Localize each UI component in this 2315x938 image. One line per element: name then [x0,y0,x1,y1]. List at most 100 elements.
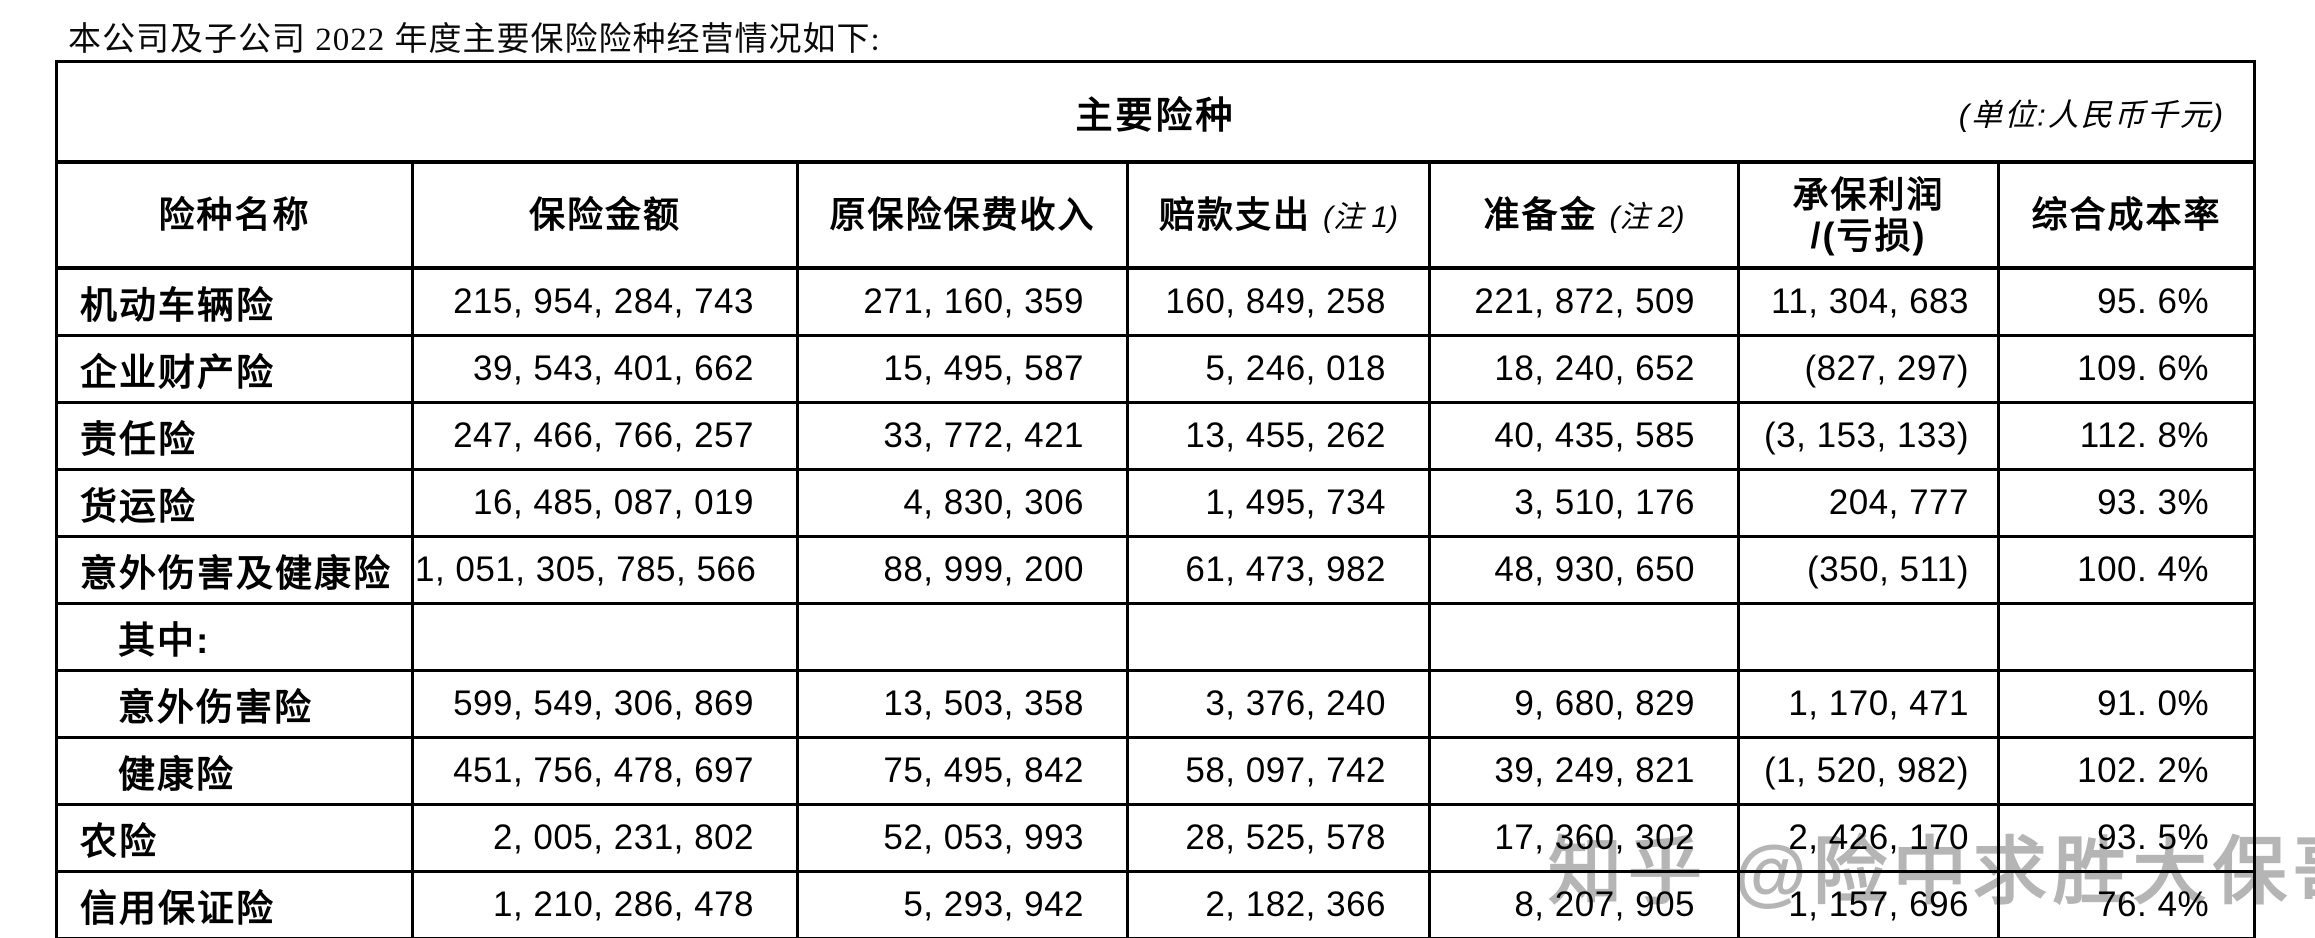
col-header-underwriting-profit: 承保利润 /(亏损) [1737,160,2000,270]
ratio-cell: 91. 0% [1996,668,2257,739]
sum-insured-cell: 247, 466, 766, 257 [411,400,799,471]
ratio-cell: 112. 8% [1996,400,2257,471]
reserves-cell: 221, 872, 509 [1428,266,1740,337]
claims-cell: 13, 455, 262 [1126,400,1431,471]
reserves-cell: 8, 207, 905 [1428,869,1740,938]
ratio-cell: 102. 2% [1996,735,2257,806]
table-row-of-which: 其中: [55,601,2257,672]
table-caption-row: 主要险种 (单位:人民币千元) [54,60,2257,164]
ratio-cell: 95. 6% [1996,266,2257,337]
premium-cell: 271, 160, 359 [796,266,1129,337]
profit-cell: 1, 157, 696 [1737,869,2000,938]
premium-cell: 15, 495, 587 [796,333,1129,404]
profit-cell: 2, 426, 170 [1737,802,2000,873]
sum-insured-cell: 1, 210, 286, 478 [411,869,799,938]
claims-cell: 160, 849, 258 [1126,266,1431,337]
col-header-claims-paid: 赔款支出 (注 1) [1126,160,1431,270]
page-title: 本公司及子公司 2022 年度主要保险险种经营情况如下: [68,22,881,58]
ratio-cell: 93. 5% [1996,802,2257,873]
profit-cell: 204, 777 [1737,467,2000,538]
reserves-cell: 40, 435, 585 [1428,400,1740,471]
col-header-label: 保险金额 [528,194,681,236]
col-header-label: 赔款支出 [1158,194,1311,236]
profit-cell: 1, 170, 471 [1737,668,2000,739]
profit-cell: 11, 304, 683 [1737,266,2000,337]
footnote-ref-2: (注 2) [1609,201,1685,235]
profit-cell: (1, 520, 982) [1737,735,2000,806]
claims-cell [1126,601,1431,672]
insurance-lines-table: 主要险种 (单位:人民币千元) 险种名称 保险金额 原保险保费收入 赔款支出 (… [54,60,2257,938]
table-header-row: 险种名称 保险金额 原保险保费收入 赔款支出 (注 1) 准备金 (注 2) 承… [55,160,2257,270]
risk-name-cell: 其中: [55,601,414,672]
risk-name-cell: 农险 [55,802,414,873]
sum-insured-cell: 2, 005, 231, 802 [411,802,799,873]
profit-cell [1737,601,2000,672]
ratio-cell: 100. 4% [1996,534,2257,605]
unit-note: (单位:人民币千元) [1958,97,2226,132]
profit-cell: (827, 297) [1737,333,2000,404]
ratio-cell: 93. 3% [1996,467,2257,538]
ratio-cell [1996,601,2257,672]
table-caption: 主要险种 [1075,94,1236,136]
table-row-health: 健康险 451, 756, 478, 697 75, 495, 842 58, … [55,735,2257,806]
profit-cell: (350, 511) [1737,534,2000,605]
reserves-cell: 9, 680, 829 [1428,668,1740,739]
col-header-label-line2: /(亏损) [1810,215,1927,256]
reserves-cell: 48, 930, 650 [1428,534,1740,605]
risk-name-cell: 健康险 [55,735,414,806]
reserves-cell [1428,601,1740,672]
col-header-combined-ratio: 综合成本率 [1996,160,2257,270]
table-row-motor: 机动车辆险 215, 954, 284, 743 271, 160, 359 1… [55,266,2257,337]
sum-insured-cell: 16, 485, 087, 019 [411,467,799,538]
claims-cell: 3, 376, 240 [1126,668,1431,739]
risk-name-cell: 意外伤害及健康险 [55,534,414,605]
claims-cell: 1, 495, 734 [1126,467,1431,538]
risk-name-cell: 机动车辆险 [55,266,414,337]
risk-name-cell: 企业财产险 [55,333,414,404]
sum-insured-cell: 215, 954, 284, 743 [411,266,799,337]
col-header-reserves: 准备金 (注 2) [1428,160,1740,270]
col-header-sum-insured: 保险金额 [411,160,799,270]
table-caption-cell: 主要险种 (单位:人民币千元) [54,60,2257,164]
premium-cell: 52, 053, 993 [796,802,1129,873]
reserves-cell: 3, 510, 176 [1428,467,1740,538]
col-header-label: 原保险保费收入 [829,194,1096,236]
premium-cell [796,601,1129,672]
risk-name-cell: 意外伤害险 [55,668,414,739]
premium-cell: 88, 999, 200 [796,534,1129,605]
table-row-accident: 意外伤害险 599, 549, 306, 869 13, 503, 358 3,… [55,668,2257,739]
sum-insured-cell: 1, 051, 305, 785, 566 [411,534,799,605]
sum-insured-cell: 451, 756, 478, 697 [411,735,799,806]
col-header-premium-income: 原保险保费收入 [796,160,1129,270]
risk-name-cell: 责任险 [55,400,414,471]
claims-cell: 5, 246, 018 [1126,333,1431,404]
claims-cell: 2, 182, 366 [1126,869,1431,938]
profit-cell: (3, 153, 133) [1737,400,2000,471]
reserves-cell: 17, 360, 302 [1428,802,1740,873]
sum-insured-cell [411,601,799,672]
col-header-label: 准备金 [1483,194,1598,236]
ratio-cell: 76. 4% [1996,869,2257,938]
risk-name-cell: 货运险 [55,467,414,538]
premium-cell: 33, 772, 421 [796,400,1129,471]
col-header-risk-name: 险种名称 [55,160,414,270]
reserves-cell: 39, 249, 821 [1428,735,1740,806]
sum-insured-cell: 39, 543, 401, 662 [411,333,799,404]
footnote-ref-1: (注 1) [1323,201,1399,235]
table-row-commercial-property: 企业财产险 39, 543, 401, 662 15, 495, 587 5, … [55,333,2257,404]
claims-cell: 58, 097, 742 [1126,735,1431,806]
premium-cell: 13, 503, 358 [796,668,1129,739]
ratio-cell: 109. 6% [1996,333,2257,404]
premium-cell: 4, 830, 306 [796,467,1129,538]
table-row-agriculture: 农险 2, 005, 231, 802 52, 053, 993 28, 525… [55,802,2257,873]
col-header-label: 险种名称 [158,194,311,236]
claims-cell: 61, 473, 982 [1126,534,1431,605]
premium-cell: 75, 495, 842 [796,735,1129,806]
col-header-label: 综合成本率 [2031,194,2222,236]
sum-insured-cell: 599, 549, 306, 869 [411,668,799,739]
claims-cell: 28, 525, 578 [1126,802,1431,873]
risk-name-cell: 信用保证险 [55,869,414,938]
table-row-accident-health: 意外伤害及健康险 1, 051, 305, 785, 566 88, 999, … [55,534,2257,605]
table-row-credit-guarantee: 信用保证险 1, 210, 286, 478 5, 293, 942 2, 18… [55,869,2257,938]
